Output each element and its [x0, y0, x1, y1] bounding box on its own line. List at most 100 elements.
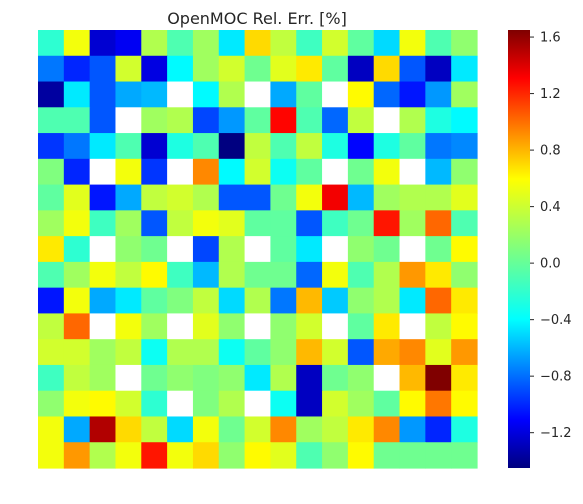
heatmap-cell [38, 390, 65, 418]
heatmap-cell [373, 184, 401, 211]
heatmap-cell [347, 442, 375, 469]
heatmap-cell [451, 81, 478, 108]
colorbar-tick-label: 1.6 [540, 31, 561, 46]
heatmap-cell [115, 442, 142, 469]
heatmap-cell [141, 133, 168, 160]
heatmap-cell [115, 390, 142, 418]
heatmap-cell [270, 236, 297, 263]
heatmap-cell [38, 261, 65, 289]
heatmap-cell [322, 416, 349, 443]
heatmap-cell [141, 313, 168, 340]
heatmap-cell [38, 81, 65, 108]
heatmap-cell [270, 30, 297, 57]
heatmap-cell-empty [167, 81, 194, 108]
colorbar-tick-label: 0.0 [540, 257, 561, 272]
heatmap-cell [244, 30, 272, 57]
heatmap-cell [322, 339, 349, 366]
heatmap-cell [322, 287, 349, 315]
heatmap-cell [373, 416, 401, 443]
heatmap-cell [192, 236, 220, 263]
heatmap-cell-empty [399, 236, 426, 263]
heatmap-cell [115, 133, 142, 160]
heatmap-cell [89, 210, 117, 237]
heatmap-cell [425, 287, 452, 315]
heatmap-cell [399, 210, 426, 237]
heatmap-cell [89, 261, 117, 289]
heatmap-cell [270, 210, 297, 237]
heatmap-cell [425, 158, 452, 186]
heatmap-cell [322, 133, 349, 160]
heatmap-cell [141, 210, 168, 237]
heatmap-cell [89, 390, 117, 418]
heatmap-cell [296, 158, 323, 186]
heatmap-cell [63, 107, 91, 134]
heatmap-cell [373, 236, 401, 263]
heatmap-cell [425, 261, 452, 289]
heatmap-cell [192, 30, 220, 57]
heatmap-cell [270, 364, 297, 392]
heatmap-cell [38, 339, 65, 366]
heatmap-cell [373, 313, 401, 340]
heatmap-cell [141, 339, 168, 366]
heatmap-cell [347, 390, 375, 418]
heatmap-cell [141, 442, 168, 469]
heatmap-cell [425, 313, 452, 340]
heatmap-cell [296, 210, 323, 237]
heatmap-cell [89, 184, 117, 211]
heatmap-cell [425, 184, 452, 211]
heatmap-cell [63, 81, 91, 108]
heatmap-cell [270, 133, 297, 160]
heatmap-cell-empty [322, 236, 349, 263]
heatmap-cell [167, 133, 194, 160]
heatmap-cell [425, 236, 452, 263]
heatmap-cell [244, 210, 272, 237]
heatmap-cell [373, 81, 401, 108]
heatmap-cell [38, 158, 65, 186]
heatmap-cell [451, 287, 478, 315]
heatmap-cell [296, 416, 323, 443]
heatmap-cell [218, 107, 246, 134]
colorbar-tick-label: −0.4 [540, 313, 572, 328]
heatmap-cell [322, 107, 349, 134]
heatmap-cell [167, 210, 194, 237]
heatmap-cell [63, 184, 91, 211]
heatmap-cell [347, 339, 375, 366]
heatmap-cell [451, 30, 478, 57]
heatmap-cell [218, 158, 246, 186]
heatmap-cell [167, 107, 194, 134]
heatmap-cell [322, 364, 349, 392]
heatmap-cell [63, 236, 91, 263]
heatmap-cell [451, 184, 478, 211]
heatmap-cell-empty [399, 158, 426, 186]
heatmap-cell [425, 210, 452, 237]
heatmap-cell [244, 184, 272, 211]
heatmap-cell [63, 364, 91, 392]
heatmap-cell [373, 158, 401, 186]
colorbar-ticks: 1.6 1.2 0.8 0.4 0.0 −0.4 −0.8 −1.2 [530, 31, 572, 441]
heatmap-cell [347, 236, 375, 263]
heatmap-cell [192, 416, 220, 443]
heatmap-cell [141, 390, 168, 418]
heatmap-cell-empty [115, 364, 142, 392]
heatmap-cell [270, 416, 297, 443]
heatmap-cell [270, 339, 297, 366]
heatmap-cell [192, 184, 220, 211]
heatmap-cell [244, 158, 272, 186]
heatmap-cell [115, 30, 142, 57]
heatmap-cell-empty [322, 158, 349, 186]
heatmap-cell [141, 158, 168, 186]
heatmap-cell [38, 30, 65, 57]
heatmap-cell [270, 442, 297, 469]
heatmap-cell [218, 390, 246, 418]
heatmap-cell [141, 55, 168, 83]
heatmap-cell [38, 107, 65, 134]
heatmap-cell [425, 364, 452, 392]
heatmap-cell [244, 261, 272, 289]
heatmap-cell [218, 55, 246, 83]
heatmap-cell [115, 313, 142, 340]
heatmap-cell [270, 107, 297, 134]
heatmap-cell [192, 81, 220, 108]
heatmap-cell [399, 261, 426, 289]
heatmap-cell [192, 390, 220, 418]
